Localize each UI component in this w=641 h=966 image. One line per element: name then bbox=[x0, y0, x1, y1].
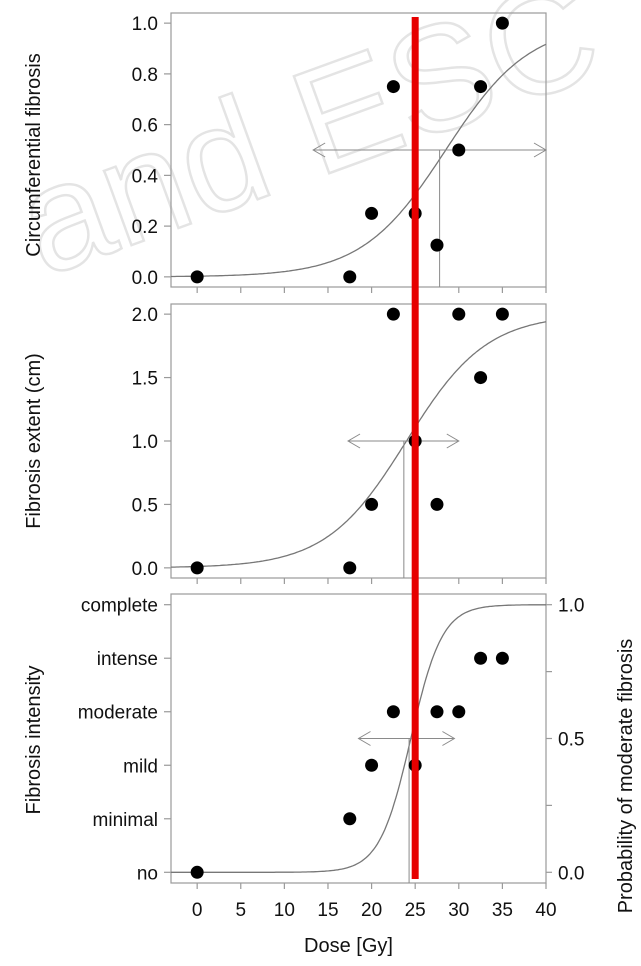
data-point bbox=[365, 206, 379, 220]
red-dose-line bbox=[411, 17, 419, 879]
ci-arrow-left bbox=[312, 142, 326, 158]
x-tick-label: 35 bbox=[492, 900, 513, 921]
x-tick-label: 30 bbox=[448, 900, 469, 921]
x-tick-label: 25 bbox=[405, 900, 426, 921]
y-axis-title-intensity: Fibrosis intensity bbox=[23, 666, 45, 815]
fit-curve bbox=[171, 321, 547, 568]
x-tick-label: 10 bbox=[274, 900, 295, 921]
y-tick-label: 0.0 bbox=[132, 559, 158, 580]
watermark: and ESC bbox=[0, 0, 620, 309]
data-point bbox=[190, 561, 204, 575]
y-tick-label: intense bbox=[97, 649, 158, 670]
y-tick-label: moderate bbox=[78, 703, 158, 724]
y2-tick-label: 1.0 bbox=[558, 596, 584, 617]
y-tick-label: 2.0 bbox=[132, 305, 158, 326]
data-point bbox=[343, 561, 357, 575]
data-points bbox=[190, 16, 509, 879]
data-point bbox=[452, 705, 466, 719]
y2-tick-label: 0.5 bbox=[558, 730, 584, 751]
data-point bbox=[452, 307, 466, 321]
fit-curve bbox=[171, 43, 547, 278]
data-point bbox=[190, 270, 204, 284]
dose-reference-line bbox=[411, 17, 419, 879]
data-point bbox=[365, 758, 379, 772]
ci-arrow-right bbox=[442, 731, 456, 746]
data-point bbox=[474, 371, 488, 385]
confidence-intervals bbox=[312, 142, 547, 883]
y-tick-label: 0.2 bbox=[132, 217, 158, 238]
axis-ticks: 0.0 0.2 0.4 0.6 0.8 1.0 0.0 0.5 1.0 1.5 2.0 no minim… bbox=[78, 14, 585, 921]
y-tick-label: complete bbox=[81, 596, 158, 617]
x-tick-label: 5 bbox=[235, 900, 246, 921]
data-point bbox=[343, 270, 357, 284]
y-tick-label: 0.0 bbox=[132, 268, 158, 289]
y-tick-label: 0.8 bbox=[132, 65, 158, 86]
ci-arrow-right bbox=[446, 433, 460, 449]
data-point bbox=[495, 16, 509, 30]
y-tick-label: 1.0 bbox=[132, 14, 158, 35]
x-tick-label: 15 bbox=[317, 900, 338, 921]
ci-arrow-left bbox=[357, 731, 371, 746]
watermark-text: and ESC bbox=[0, 0, 618, 307]
data-point bbox=[365, 497, 379, 511]
y-tick-label: 0.5 bbox=[132, 495, 158, 516]
y-tick-label: minimal bbox=[93, 810, 158, 831]
data-point bbox=[190, 865, 204, 879]
ci-arrow-right bbox=[533, 142, 547, 158]
data-point bbox=[386, 307, 400, 321]
data-point bbox=[474, 80, 488, 94]
data-point bbox=[430, 497, 444, 511]
y-tick-label: mild bbox=[123, 756, 158, 777]
data-point bbox=[495, 307, 509, 321]
x-tick-label: 40 bbox=[535, 900, 556, 921]
data-point bbox=[430, 705, 444, 719]
x-tick-label: 20 bbox=[361, 900, 382, 921]
data-point bbox=[386, 80, 400, 94]
data-point bbox=[343, 812, 357, 826]
data-point bbox=[495, 651, 509, 665]
x-axis-title: Dose [Gy] bbox=[304, 935, 393, 957]
y-axis-title-extent: Fibrosis extent (cm) bbox=[23, 353, 45, 529]
data-point bbox=[386, 705, 400, 719]
data-point bbox=[430, 238, 444, 252]
x-tick-label: 0 bbox=[192, 900, 203, 921]
data-point bbox=[452, 143, 466, 157]
y-tick-label: no bbox=[137, 863, 158, 884]
y-tick-label: 0.4 bbox=[132, 166, 159, 187]
y2-tick-label: 0.0 bbox=[558, 863, 584, 884]
data-point bbox=[474, 651, 488, 665]
ci-arrow-left bbox=[347, 433, 361, 449]
y-tick-label: 1.0 bbox=[132, 432, 158, 453]
y-tick-label: 0.6 bbox=[132, 116, 158, 137]
y-tick-label: 1.5 bbox=[132, 369, 158, 390]
fit-curve bbox=[171, 604, 546, 873]
y2-axis-title-probability: Probability of moderate fibrosis bbox=[615, 639, 637, 914]
y-axis-title-circumferential: Circumferential fibrosis bbox=[23, 53, 45, 256]
fit-curves bbox=[171, 43, 547, 873]
